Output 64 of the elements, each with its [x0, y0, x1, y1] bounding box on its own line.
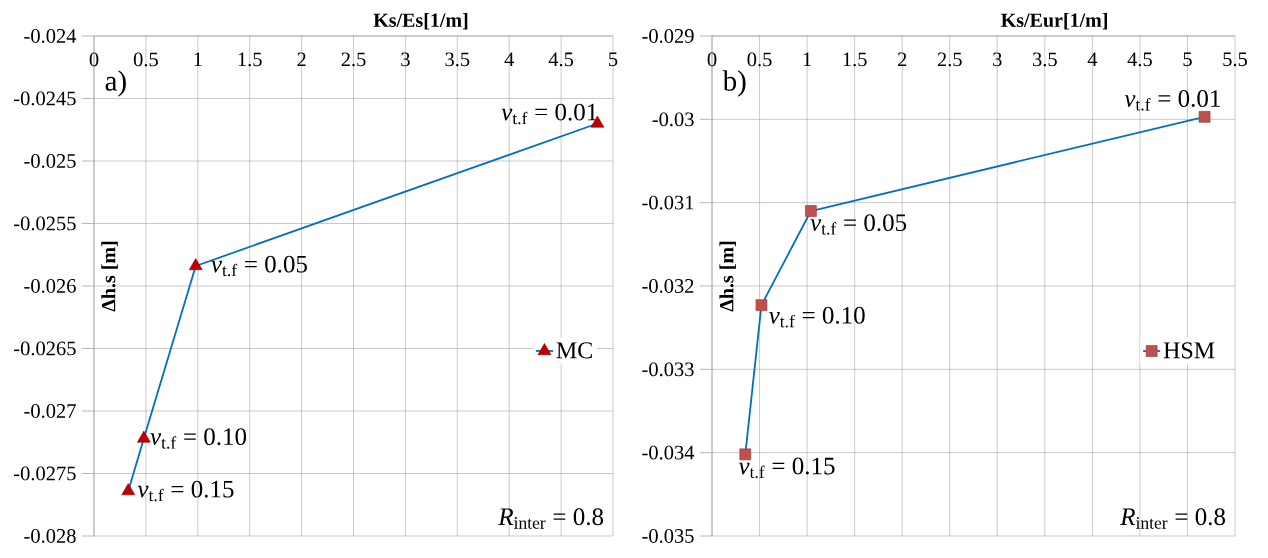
x-tick-label: 1: [194, 52, 202, 67]
y-tick-label: -0.026: [24, 279, 76, 293]
y-tick-label: -0.03: [652, 112, 694, 127]
point: [755, 299, 768, 311]
y-tick-label: -0.028: [24, 529, 76, 543]
annotation: v$_{t.f}$ = 0.01: [1124, 90, 1220, 111]
x-axis-title: Ks/Eur[1/m]: [1001, 12, 1107, 30]
point: [739, 448, 752, 461]
y-tick-label: -0.027: [24, 404, 76, 418]
x-tick-label: 4.5: [548, 52, 574, 67]
y-tick-label: -0.024: [24, 29, 77, 43]
y-tick-label: -0.0275: [14, 466, 76, 481]
x-axis-title: Ks/Es[1/m]: [373, 12, 468, 30]
x-tick-label: 0: [707, 52, 717, 67]
x-tick-label: 0.5: [747, 52, 772, 67]
point: [137, 430, 151, 443]
y-tick-label: -0.035: [642, 529, 694, 543]
point: [121, 483, 136, 496]
annotation: v$_{t.f}$ = 0.15: [137, 480, 234, 502]
y-tick-label: -0.034: [642, 445, 695, 460]
x-tick-label: 1.5: [843, 52, 867, 67]
annotation: R$_{inter}$ = 0.8: [1120, 508, 1225, 529]
x-tick-label: 2: [297, 52, 306, 67]
legend-label: MC: [556, 342, 592, 359]
x-tick-label: 1: [803, 52, 811, 67]
y-axis-title: Δh.s [m]: [101, 241, 118, 312]
text: b): [722, 70, 746, 97]
y-tick-label: -0.025: [24, 154, 76, 168]
y-tick-label: -0.0265: [14, 341, 76, 356]
x-tick-label: 4: [504, 52, 515, 67]
y-tick-label: -0.0245: [14, 91, 76, 106]
legend-label: HSM: [1163, 342, 1215, 359]
annotation: v$_{t.f}$ = 0.15: [738, 457, 835, 479]
x-tick-label: 5: [1183, 52, 1192, 67]
x-tick-label: 5.5: [1223, 52, 1248, 67]
annotation: v$_{t.f}$ = 0.10: [769, 306, 865, 328]
point: [1198, 111, 1211, 123]
y-tick-label: -0.032: [642, 279, 694, 293]
x-tick-label: 2.5: [937, 52, 962, 67]
y-axis-title: Δh.s [m]: [719, 241, 736, 312]
x-tick-label: 3.5: [445, 52, 470, 67]
x-tick-label: 4: [1087, 52, 1098, 67]
annotation: v$_{t.f}$ = 0.05: [810, 214, 907, 235]
annotation: v$_{t.f}$ = 0.05: [211, 255, 307, 277]
x-tick-label: 3: [993, 52, 1002, 67]
x-tick-label: 2: [897, 52, 907, 67]
x-tick-label: 2.5: [341, 52, 366, 67]
x-tick-label: 1.5: [238, 52, 262, 67]
y-tick-label: -0.029: [642, 29, 694, 43]
point: [805, 205, 817, 217]
x-tick-label: 0.5: [133, 52, 158, 67]
point: [188, 258, 203, 271]
x-tick-label: 4.5: [1127, 52, 1152, 67]
x-tick-label: 5: [609, 52, 618, 67]
annotation: v$_{t.f}$ = 0.10: [150, 428, 247, 449]
y-tick-label: -0.0255: [14, 216, 76, 231]
annotation: v$_{t.f}$ = 0.01: [501, 103, 597, 125]
x-tick-label: 0: [89, 52, 99, 67]
y-tick-label: -0.033: [642, 362, 694, 377]
y-tick-label: -0.031: [642, 195, 694, 210]
annotation: R$_{inter}$ = 0.8: [498, 508, 604, 529]
x-tick-label: 3: [401, 52, 410, 67]
x-tick-label: 3.5: [1033, 52, 1057, 67]
text: a): [105, 70, 126, 97]
